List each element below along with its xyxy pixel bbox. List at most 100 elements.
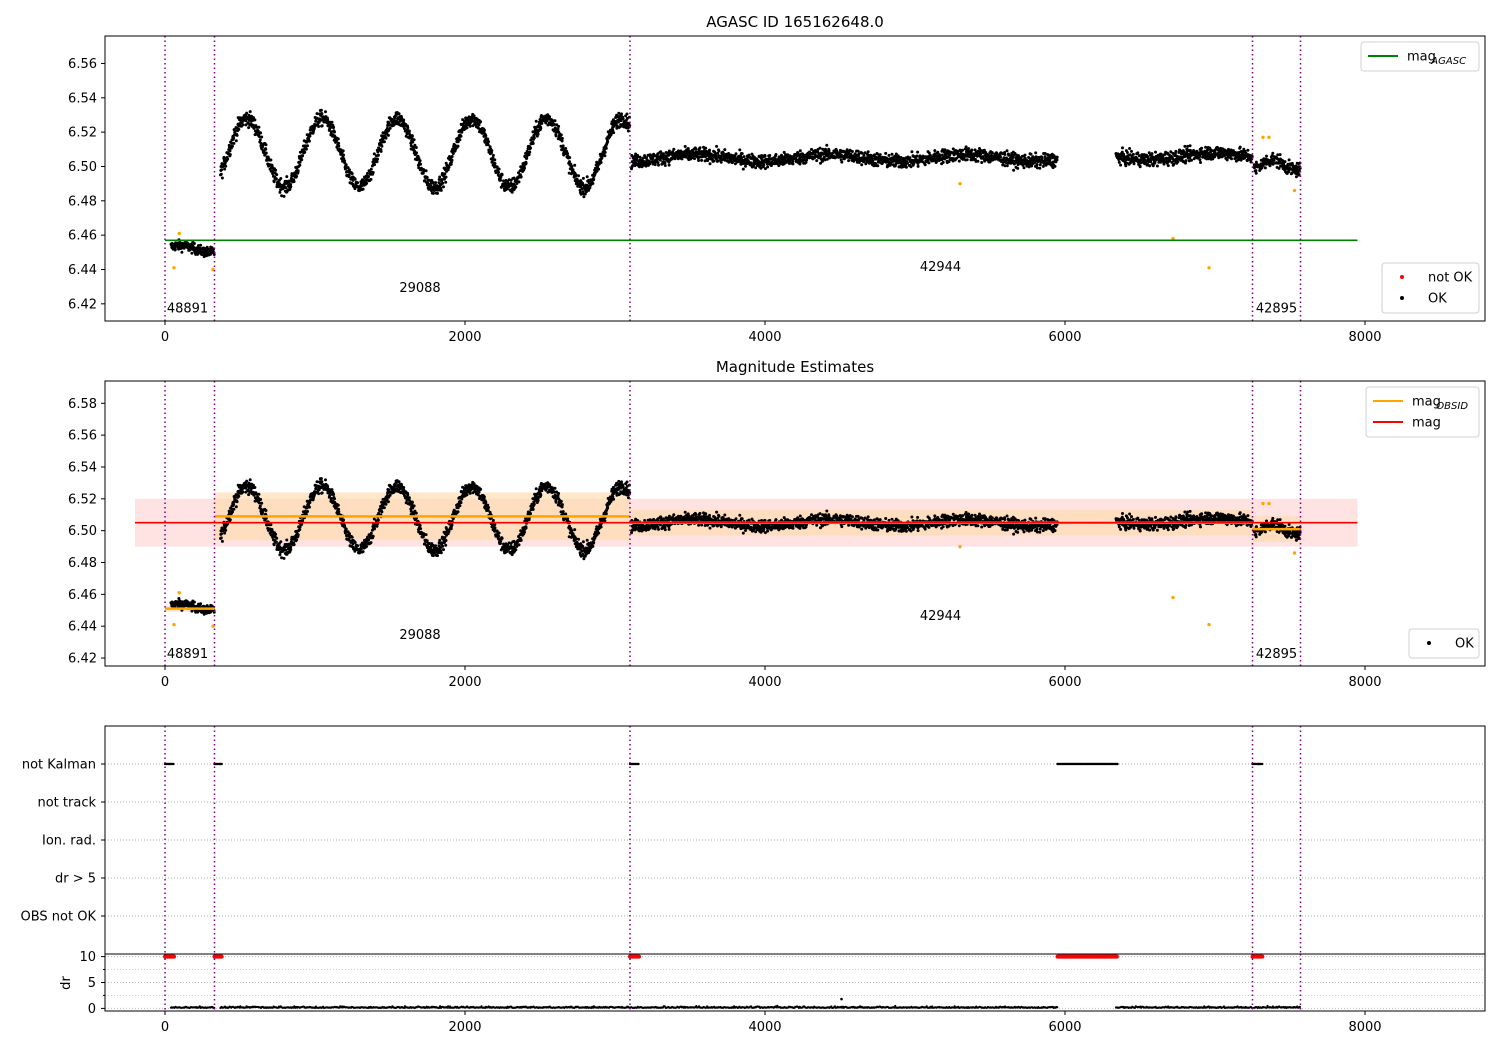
ok-point [1122,152,1126,156]
ok-point [878,153,882,157]
ok-point [538,123,542,127]
ok-point [224,164,228,168]
ok-point [1199,161,1202,164]
ok-point [570,164,574,168]
ok-point [317,125,321,128]
ok-point [232,141,236,145]
ok-point [1117,160,1121,164]
ok-point [375,524,379,528]
ok-point [904,165,908,169]
ok-point [723,148,727,152]
ok-point [1154,150,1157,154]
ok-point [1125,151,1129,154]
ok-point [372,152,376,156]
ok-point [1147,151,1151,155]
ok-point [1005,149,1009,153]
ok-point [1170,160,1174,164]
ok-point [304,147,308,151]
ok-point [860,163,864,167]
ok-point [361,541,364,545]
ok-point [786,153,790,157]
ok-point [956,149,960,153]
chart-title-magnitude-estimates: Magnitude Estimates [716,358,874,376]
ok-point [337,144,341,148]
ok-point [1053,164,1057,168]
ok-point [908,156,912,160]
ok-point [1188,148,1192,152]
ok-point [413,143,417,147]
ok-point [371,534,375,538]
y-tick-label: 6.48 [68,194,97,209]
ok-point [1119,163,1123,167]
ok-point [438,175,442,179]
ok-point [274,540,278,544]
ok-point [515,182,519,185]
ok-point [431,554,435,558]
y-tick-label: 6.56 [68,57,97,72]
ok-point [500,173,504,177]
ok-point [177,597,181,600]
ok-point [763,167,767,171]
ok-point [451,517,455,521]
ok-point [257,492,261,496]
ok-point [272,543,276,547]
ok-point [444,180,448,184]
ok-point [566,152,570,156]
ok-point [224,528,228,532]
ok-point [850,150,854,153]
ok-point [296,533,300,537]
ok-point [397,480,401,484]
ok-point [716,159,720,163]
ok-point [1188,156,1192,160]
ok-point [979,152,983,156]
ok-point [301,154,305,158]
ok-point [369,167,373,171]
ok-point [219,536,223,540]
ok-point [319,108,323,112]
ok-point [863,151,867,155]
ok-point [424,169,428,173]
ok-point [708,162,712,166]
ok-point [264,151,268,155]
ok-point [981,155,985,159]
ok-point [971,158,975,162]
legend-box [1360,41,1480,72]
ok-point [1138,165,1142,169]
ok-point [442,185,445,189]
ok-point [247,493,251,497]
ok-point [539,126,543,130]
ok-point [493,162,497,165]
ok-point [916,164,920,168]
ok-point [438,538,442,542]
ok-point [999,155,1002,159]
ok-point [557,124,561,128]
ok-point [1174,149,1178,153]
ok-point [534,119,538,123]
ok-point [257,135,261,138]
ok-point [308,501,312,504]
ok-point [437,541,441,545]
ok-point [348,532,351,536]
ok-point [1120,150,1124,154]
ok-point [697,159,701,162]
ok-point [220,532,224,536]
ok-point [1213,155,1217,159]
ok-point [1177,151,1181,154]
ok-point [241,490,245,494]
ok-point [794,157,798,161]
ok-point [278,553,282,557]
ok-point [199,243,203,247]
ok-point [393,116,397,120]
ok-point [272,180,276,184]
ok-point [248,478,252,482]
ok-point [1230,157,1233,161]
ok-point [1148,164,1152,168]
ok-point [451,152,455,155]
legend-label: OK [1428,292,1447,307]
ok-point [603,154,607,158]
ok-point [279,540,283,544]
ok-point [698,146,702,150]
ok-point [1124,164,1128,168]
plot-area [165,108,1358,272]
ok-point [493,158,497,162]
